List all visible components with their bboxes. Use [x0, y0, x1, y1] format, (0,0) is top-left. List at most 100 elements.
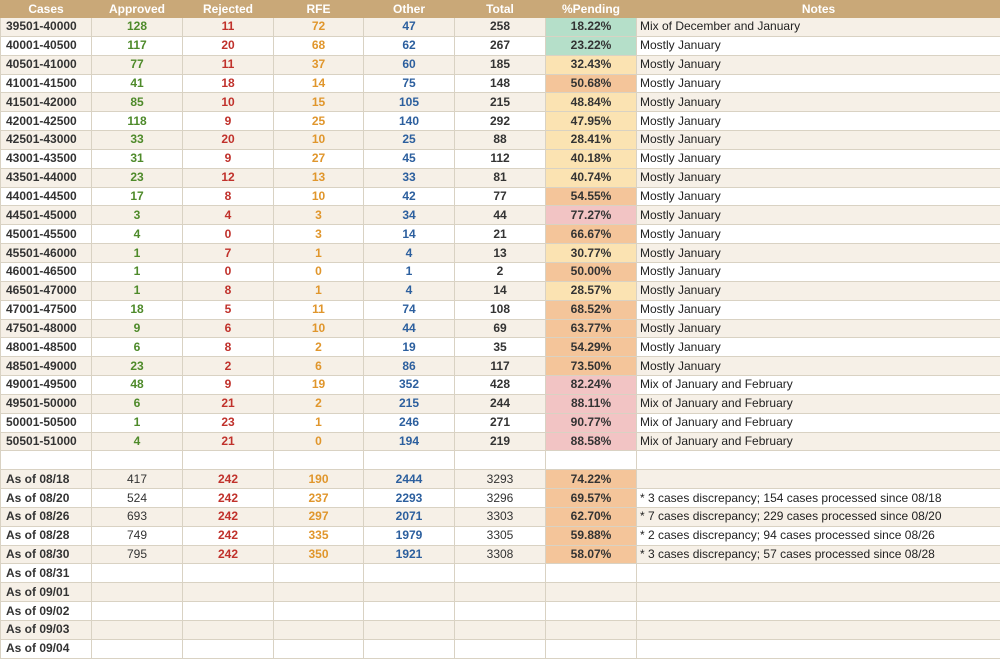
- other-cell[interactable]: 4: [363, 280, 455, 301]
- notes-cell[interactable]: [636, 582, 1000, 603]
- pending-cell[interactable]: [545, 582, 637, 603]
- notes-cell[interactable]: [636, 620, 1000, 640]
- rejected-cell[interactable]: [182, 563, 274, 584]
- pending-cell[interactable]: 28.41%: [545, 130, 637, 150]
- other-cell[interactable]: 44: [363, 318, 455, 339]
- header-approved[interactable]: Approved: [91, 0, 183, 18]
- rejected-cell[interactable]: 242: [182, 469, 274, 490]
- rfe-cell[interactable]: 11: [273, 299, 364, 320]
- rejected-cell[interactable]: 10: [182, 92, 274, 113]
- notes-cell[interactable]: Mix of January and February: [636, 375, 1000, 395]
- notes-cell[interactable]: Mostly January: [636, 356, 1000, 377]
- approved-cell[interactable]: 524: [91, 488, 183, 508]
- approved-cell[interactable]: [91, 582, 183, 603]
- other-cell[interactable]: 246: [363, 412, 455, 433]
- notes-cell[interactable]: * 3 cases discrepancy; 57 cases processe…: [636, 544, 1000, 565]
- rejected-cell[interactable]: 8: [182, 186, 274, 207]
- rfe-cell[interactable]: 297: [273, 506, 364, 527]
- header-rfe[interactable]: RFE: [273, 0, 364, 18]
- other-cell[interactable]: 2293: [363, 488, 455, 508]
- approved-cell[interactable]: 31: [91, 148, 183, 169]
- empty-cell[interactable]: [273, 450, 364, 471]
- other-cell[interactable]: 140: [363, 111, 455, 132]
- other-cell[interactable]: 47: [363, 17, 455, 37]
- other-cell[interactable]: [363, 620, 455, 640]
- notes-cell[interactable]: [636, 469, 1000, 490]
- pending-cell[interactable]: 47.95%: [545, 111, 637, 132]
- notes-cell[interactable]: [636, 563, 1000, 584]
- notes-cell[interactable]: Mostly January: [636, 205, 1000, 226]
- total-cell[interactable]: 292: [454, 111, 546, 132]
- cases-cell[interactable]: As of 08/20: [0, 488, 92, 508]
- rejected-cell[interactable]: 9: [182, 148, 274, 169]
- rejected-cell[interactable]: 12: [182, 167, 274, 188]
- empty-cell[interactable]: [363, 450, 455, 471]
- approved-cell[interactable]: 1: [91, 261, 183, 282]
- notes-cell[interactable]: Mostly January: [636, 318, 1000, 339]
- pending-cell[interactable]: 54.29%: [545, 337, 637, 358]
- cases-cell[interactable]: As of 09/03: [0, 620, 92, 640]
- other-cell[interactable]: 62: [363, 35, 455, 56]
- total-cell[interactable]: 13: [454, 243, 546, 263]
- approved-cell[interactable]: 1: [91, 243, 183, 263]
- rejected-cell[interactable]: 0: [182, 224, 274, 245]
- total-cell[interactable]: 258: [454, 17, 546, 37]
- total-cell[interactable]: 112: [454, 148, 546, 169]
- notes-cell[interactable]: Mostly January: [636, 243, 1000, 263]
- approved-cell[interactable]: 9: [91, 318, 183, 339]
- rejected-cell[interactable]: 4: [182, 205, 274, 226]
- approved-cell[interactable]: 128: [91, 17, 183, 37]
- notes-cell[interactable]: * 2 cases discrepancy; 94 cases processe…: [636, 525, 1000, 546]
- approved-cell[interactable]: 6: [91, 337, 183, 358]
- other-cell[interactable]: 352: [363, 375, 455, 395]
- rejected-cell[interactable]: 242: [182, 488, 274, 508]
- notes-cell[interactable]: Mostly January: [636, 35, 1000, 56]
- notes-cell[interactable]: Mostly January: [636, 280, 1000, 301]
- pending-cell[interactable]: 66.67%: [545, 224, 637, 245]
- pending-cell[interactable]: 28.57%: [545, 280, 637, 301]
- pending-cell[interactable]: 48.84%: [545, 92, 637, 113]
- pending-cell[interactable]: [545, 601, 637, 621]
- rejected-cell[interactable]: 23: [182, 412, 274, 433]
- cases-cell[interactable]: 49501-50000: [0, 393, 92, 414]
- other-cell[interactable]: 74: [363, 299, 455, 320]
- total-cell[interactable]: 3305: [454, 525, 546, 546]
- rfe-cell[interactable]: 237: [273, 488, 364, 508]
- other-cell[interactable]: 34: [363, 205, 455, 226]
- total-cell[interactable]: 3303: [454, 506, 546, 527]
- pending-cell[interactable]: 30.77%: [545, 243, 637, 263]
- total-cell[interactable]: 69: [454, 318, 546, 339]
- rfe-cell[interactable]: [273, 601, 364, 621]
- rfe-cell[interactable]: 3: [273, 224, 364, 245]
- total-cell[interactable]: [454, 563, 546, 584]
- total-cell[interactable]: 219: [454, 431, 546, 452]
- pending-cell[interactable]: 63.77%: [545, 318, 637, 339]
- rejected-cell[interactable]: 242: [182, 544, 274, 565]
- pending-cell[interactable]: 50.68%: [545, 73, 637, 94]
- pending-cell[interactable]: [545, 620, 637, 640]
- total-cell[interactable]: 2: [454, 261, 546, 282]
- cases-cell[interactable]: 49001-49500: [0, 375, 92, 395]
- notes-cell[interactable]: Mix of January and February: [636, 393, 1000, 414]
- approved-cell[interactable]: [91, 620, 183, 640]
- other-cell[interactable]: 105: [363, 92, 455, 113]
- rejected-cell[interactable]: 0: [182, 261, 274, 282]
- approved-cell[interactable]: 118: [91, 111, 183, 132]
- rfe-cell[interactable]: 0: [273, 431, 364, 452]
- pending-cell[interactable]: 23.22%: [545, 35, 637, 56]
- pending-cell[interactable]: 69.57%: [545, 488, 637, 508]
- rejected-cell[interactable]: 21: [182, 431, 274, 452]
- cases-cell[interactable]: As of 08/31: [0, 563, 92, 584]
- rejected-cell[interactable]: 20: [182, 35, 274, 56]
- cases-cell[interactable]: 43501-44000: [0, 167, 92, 188]
- cases-cell[interactable]: 41501-42000: [0, 92, 92, 113]
- notes-cell[interactable]: * 7 cases discrepancy; 229 cases process…: [636, 506, 1000, 527]
- empty-cell[interactable]: [545, 450, 637, 471]
- other-cell[interactable]: 19: [363, 337, 455, 358]
- rfe-cell[interactable]: [273, 620, 364, 640]
- notes-cell[interactable]: Mix of December and January: [636, 17, 1000, 37]
- rfe-cell[interactable]: 6: [273, 356, 364, 377]
- approved-cell[interactable]: 693: [91, 506, 183, 527]
- rejected-cell[interactable]: 9: [182, 375, 274, 395]
- total-cell[interactable]: [454, 638, 546, 659]
